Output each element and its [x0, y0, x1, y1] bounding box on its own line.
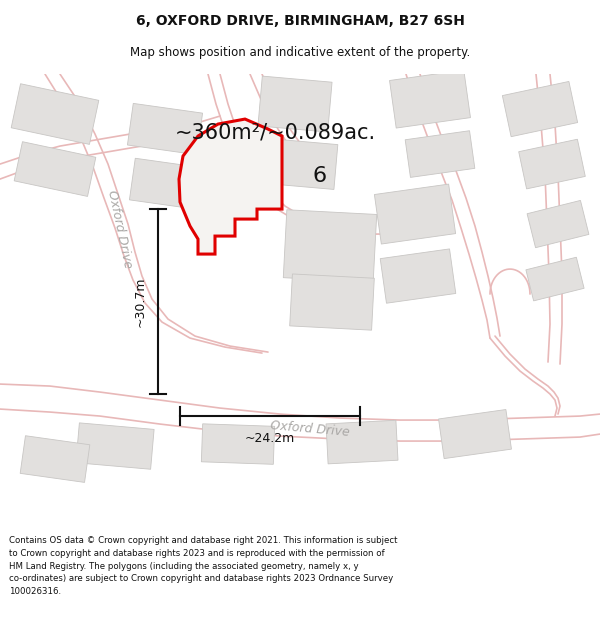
- Text: Oxford Drive: Oxford Drive: [106, 189, 134, 269]
- Text: ~30.7m: ~30.7m: [133, 276, 146, 327]
- Bar: [439, 409, 511, 459]
- Bar: [326, 420, 398, 464]
- Bar: [374, 184, 455, 244]
- Bar: [127, 103, 203, 155]
- Bar: [20, 436, 90, 482]
- Text: 6, OXFORD DRIVE, BIRMINGHAM, B27 6SH: 6, OXFORD DRIVE, BIRMINGHAM, B27 6SH: [136, 14, 464, 28]
- Bar: [519, 139, 585, 189]
- Bar: [266, 139, 338, 189]
- Text: ~24.2m: ~24.2m: [245, 431, 295, 444]
- Text: 6: 6: [313, 166, 327, 186]
- Bar: [11, 84, 99, 144]
- Bar: [283, 210, 377, 282]
- Bar: [405, 131, 475, 178]
- Text: Oxford Drive: Oxford Drive: [270, 419, 350, 439]
- Text: Contains OS data © Crown copyright and database right 2021. This information is : Contains OS data © Crown copyright and d…: [9, 536, 398, 596]
- Bar: [258, 76, 332, 132]
- Bar: [202, 424, 275, 464]
- Bar: [14, 142, 96, 196]
- Bar: [76, 423, 154, 469]
- Bar: [290, 274, 374, 330]
- Bar: [502, 81, 578, 137]
- Text: ~360m²/~0.089ac.: ~360m²/~0.089ac.: [175, 122, 376, 142]
- Bar: [389, 70, 470, 128]
- Text: Map shows position and indicative extent of the property.: Map shows position and indicative extent…: [130, 46, 470, 59]
- Bar: [526, 258, 584, 301]
- Bar: [130, 158, 206, 210]
- Polygon shape: [179, 119, 282, 254]
- Bar: [527, 201, 589, 248]
- Bar: [380, 249, 456, 303]
